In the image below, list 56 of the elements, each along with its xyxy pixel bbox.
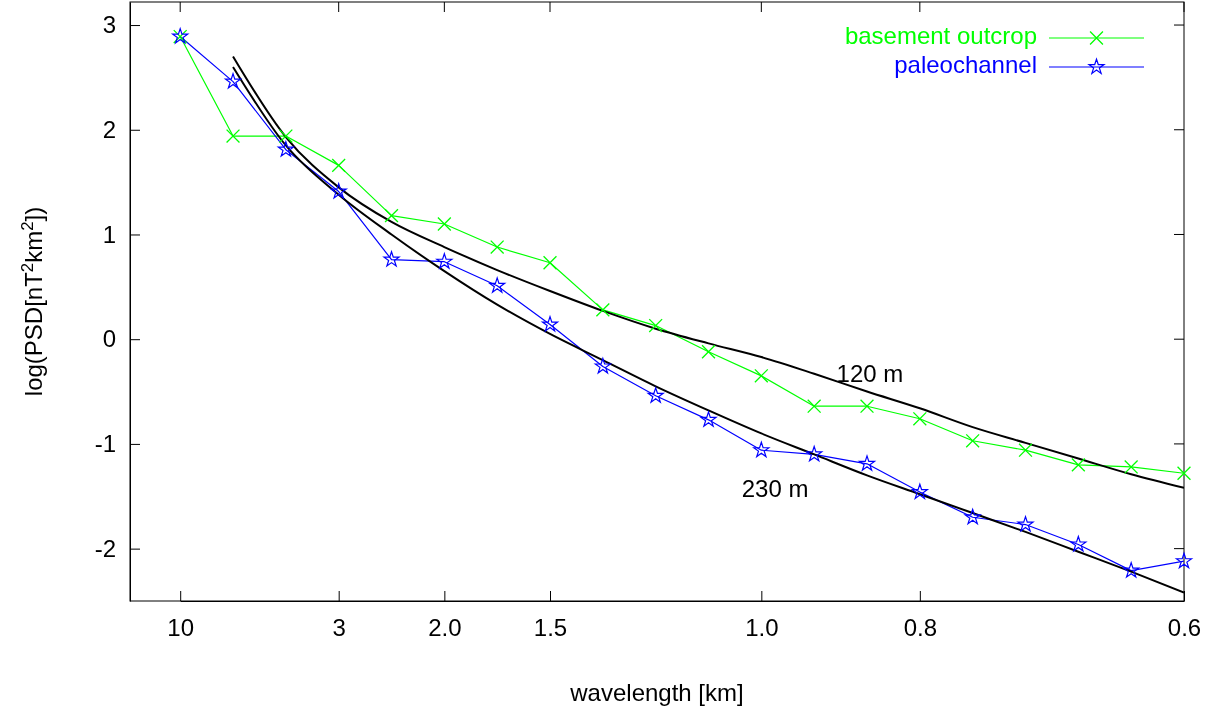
point — [595, 302, 610, 317]
point — [1176, 466, 1192, 481]
point — [859, 399, 875, 414]
y-tick-label: 2 — [102, 115, 116, 143]
point — [807, 399, 822, 414]
point — [911, 483, 928, 500]
point — [701, 344, 716, 359]
point — [647, 387, 664, 403]
point — [224, 73, 242, 89]
y-tick-label: -1 — [94, 430, 116, 458]
x-tick-label: 10 — [167, 614, 195, 642]
point — [384, 208, 399, 223]
point — [542, 255, 558, 270]
point — [912, 411, 927, 426]
point — [331, 158, 346, 173]
point — [277, 141, 294, 157]
point — [1124, 459, 1139, 475]
legend-label: basement outcrop — [844, 22, 1037, 50]
legend-label: paleochannel — [894, 51, 1037, 79]
point — [754, 368, 769, 383]
point — [1070, 535, 1087, 552]
point — [700, 411, 717, 427]
x-tick-label: 0.6 — [1167, 614, 1202, 642]
point — [490, 239, 505, 255]
point — [330, 183, 347, 199]
point — [437, 216, 452, 232]
point — [436, 253, 453, 269]
x-tick-label: 0.8 — [903, 614, 938, 642]
x-axis-title: wavelength [km] — [569, 679, 744, 706]
annotation: 230 m — [741, 474, 809, 502]
point — [858, 455, 876, 471]
point — [648, 318, 663, 333]
point — [806, 445, 823, 462]
y-tick-label: -2 — [94, 534, 116, 562]
annotation: 120 m — [836, 359, 904, 387]
y-tick-label: 0 — [102, 325, 116, 353]
point — [965, 433, 980, 448]
point — [594, 357, 611, 374]
point — [1175, 552, 1193, 569]
x-tick-label: 1.5 — [533, 614, 568, 642]
point — [753, 441, 770, 458]
y-tick-label: 1 — [102, 220, 116, 248]
point — [383, 251, 400, 267]
y-tick-label: 3 — [102, 11, 116, 39]
point — [1123, 562, 1140, 578]
x-tick-label: 1.0 — [745, 614, 779, 642]
point — [1071, 457, 1086, 472]
x-tick-label: 2.0 — [428, 614, 462, 642]
point — [1018, 443, 1033, 458]
point — [278, 128, 293, 144]
point — [541, 316, 559, 332]
x-tick-label: 3 — [332, 614, 346, 642]
point — [964, 508, 981, 525]
point — [225, 128, 241, 144]
point — [1017, 516, 1034, 532]
point — [489, 277, 506, 293]
